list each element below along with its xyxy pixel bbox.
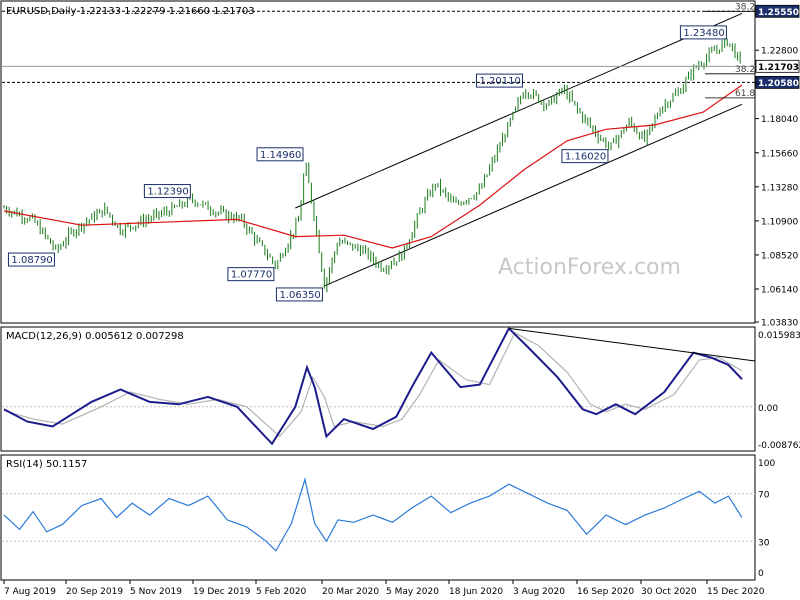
macd-trendline <box>508 327 756 362</box>
price-tick-label: 1.22800 <box>761 47 798 57</box>
swing-label: 1.16020 <box>565 152 606 163</box>
fib-label: 38.2 <box>735 2 755 12</box>
rsi-tick-label: 70 <box>758 491 770 501</box>
rsi-panel: RSI(14) 50.1157 100 70 30 0 <box>0 454 775 581</box>
level-price-label: 1.21703 <box>758 63 799 73</box>
swing-label: 1.07770 <box>231 270 272 281</box>
date-tick-label: 16 Sep 2020 <box>577 587 634 597</box>
rsi-tick-label: 30 <box>758 538 770 548</box>
swing-label: 1.20110 <box>479 76 520 87</box>
rsi-panel-title: RSI(14) 50.1157 <box>6 459 87 470</box>
fib-label: 38.2 <box>735 65 755 75</box>
price-tick-label: 1.15660 <box>761 149 798 159</box>
macd-tick-label: 0.015983 <box>758 331 800 341</box>
swing-label-box <box>7 252 55 267</box>
macd-tick-label: 0.00 <box>758 404 778 414</box>
watermark: ActionForex.com <box>498 255 681 280</box>
macd-panel: MACD(12,26,9) 0.005612 0.007298 0.015983… <box>0 326 800 452</box>
swing-label-box <box>256 147 304 162</box>
date-tick-label: 5 Feb 2020 <box>256 587 307 597</box>
level-price-box <box>755 4 800 18</box>
channel-lower-line <box>324 103 743 287</box>
swing-label-box <box>475 73 523 88</box>
date-tick-label: 3 Aug 2020 <box>513 587 565 597</box>
date-tick-label: 5 May 2020 <box>386 587 439 597</box>
rsi-tick-label: 0 <box>758 569 764 579</box>
swing-label-box <box>143 184 191 199</box>
date-tick-label: 20 Sep 2019 <box>66 587 123 597</box>
date-axis: 7 Aug 2019 20 Sep 2019 5 Nov 2019 19 Dec 20… <box>3 580 765 597</box>
price-tick-label: 1.03830 <box>761 319 798 329</box>
swing-label: 1.14960 <box>260 150 301 161</box>
price-tick-label: 1.10900 <box>761 217 798 227</box>
macd-tick-label: -0.008762 <box>758 441 800 451</box>
date-tick-label: 30 Oct 2020 <box>641 587 697 597</box>
date-tick-label: 20 Mar 2020 <box>322 587 379 597</box>
date-tick-label: 7 Aug 2019 <box>4 587 56 597</box>
level-price-box <box>755 59 800 73</box>
date-tick-label: 19 Dec 2019 <box>193 587 251 597</box>
channel-upper-line <box>295 12 743 209</box>
swing-label-box <box>275 287 323 302</box>
swing-label-box <box>679 25 727 40</box>
swing-label: 1.08790 <box>11 255 52 266</box>
level-price-box <box>755 75 800 89</box>
swing-label: 1.23480 <box>683 28 724 39</box>
macd-signal-line <box>3 331 743 438</box>
fib-label: 61.8 <box>735 89 755 99</box>
price-panel-title: EURUSD,Daily 1.22133 1.22279 1.21660 1.2… <box>6 6 255 17</box>
price-panel: EURUSD,Daily 1.22133 1.22279 1.21660 1.2… <box>0 0 800 329</box>
macd-panel-title: MACD(12,26,9) 0.005612 0.007298 <box>6 331 184 342</box>
price-tick-label: 1.18040 <box>761 115 798 125</box>
date-tick-label: 18 Jun 2020 <box>449 587 503 597</box>
date-tick-label: 5 Nov 2019 <box>130 587 182 597</box>
price-tick-label: 1.06140 <box>761 285 798 295</box>
swing-label: 1.12390 <box>147 187 188 198</box>
rsi-line <box>3 477 743 552</box>
swing-label-box <box>561 149 609 164</box>
price-tick-label: 1.13280 <box>761 183 798 193</box>
macd-line <box>3 326 743 446</box>
swing-label: 1.06350 <box>279 290 320 301</box>
price-tick-label: 1.08520 <box>761 251 798 261</box>
rsi-tick-label: 100 <box>758 459 775 469</box>
swing-label-box <box>227 267 275 282</box>
level-price-label: 1.20580 <box>758 79 799 89</box>
level-price-label: 1.25550 <box>758 8 799 18</box>
moving-average-line <box>3 84 743 249</box>
date-tick-label: 15 Dec 2020 <box>707 587 765 597</box>
